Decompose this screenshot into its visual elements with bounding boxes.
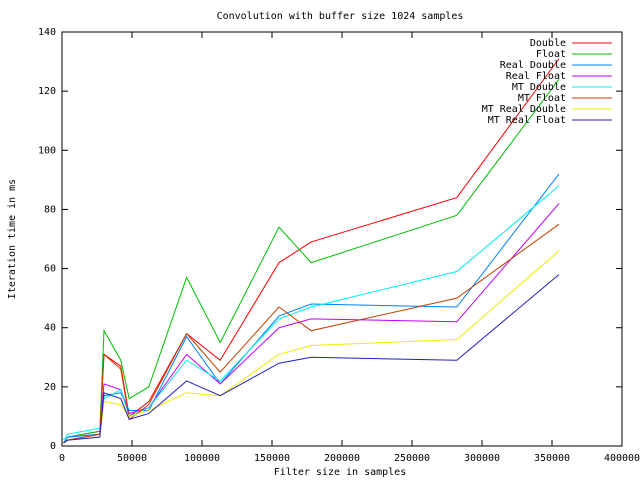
x-tick-label: 150000 [254,453,290,464]
y-tick-label: 100 [38,145,56,156]
legend-label: MT Real Double [482,104,566,115]
y-tick-label: 60 [44,264,56,275]
legend-label: MT Real Float [488,115,566,126]
y-tick-label: 80 [44,204,56,215]
y-tick-label: 40 [44,323,56,334]
y-tick-label: 0 [50,441,56,452]
legend-label: Real Double [500,60,566,71]
y-axis-label: Iteration time in ms [7,179,18,299]
y-tick-label: 140 [38,27,56,38]
x-tick-label: 400000 [604,453,640,464]
x-tick-label: 200000 [324,453,360,464]
chart-title: Convolution with buffer size 1024 sample… [217,11,464,22]
x-tick-label: 350000 [534,453,570,464]
x-tick-label: 0 [59,453,65,464]
legend-label: Float [536,49,566,60]
y-tick-label: 20 [44,382,56,393]
legend-label: Real Float [506,71,566,82]
x-axis-label: Filter size in samples [274,467,406,478]
legend-label: MT Float [518,93,566,104]
series-line [63,274,560,444]
x-tick-label: 50000 [117,453,147,464]
legend-label: Double [530,38,566,49]
x-tick-label: 300000 [464,453,500,464]
y-tick-label: 120 [38,86,56,97]
x-tick-label: 100000 [184,453,220,464]
legend-label: MT Double [512,82,566,93]
x-tick-label: 250000 [394,453,430,464]
